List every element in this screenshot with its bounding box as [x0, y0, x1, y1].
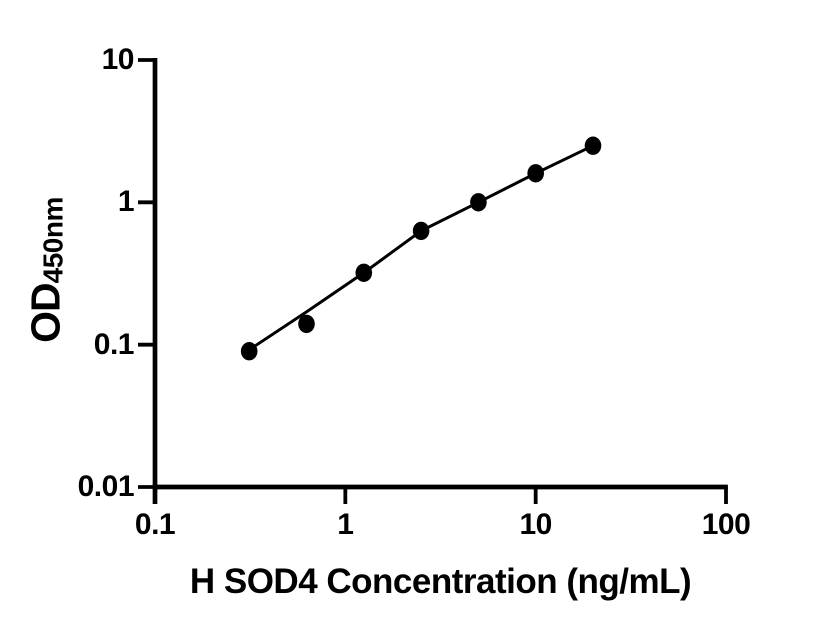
y-axis-title: OD450nm	[22, 197, 69, 343]
data-point	[584, 136, 602, 155]
data-point	[527, 164, 544, 183]
y-tick-label: 0.1	[93, 327, 135, 361]
x-tick-label: 10	[519, 508, 552, 541]
y-axis-title-main: OD	[22, 283, 69, 343]
data-point	[412, 221, 430, 241]
data-point	[355, 263, 373, 282]
x-tick-label: 1	[337, 508, 354, 541]
data-point	[240, 342, 258, 361]
y-tick-label: 1	[117, 185, 135, 219]
y-tick-label: 0.01	[77, 470, 135, 503]
x-axis-title: H SOD4 Concentration (ng/mL)	[189, 562, 692, 601]
x-tick-label: 0.1	[134, 508, 176, 541]
x-tick-label: 100	[701, 508, 751, 541]
y-axis-title-subscript: 450nm	[37, 197, 69, 284]
data-point	[298, 314, 315, 334]
y-tick-label: 10	[101, 43, 135, 76]
data-point	[470, 193, 487, 212]
